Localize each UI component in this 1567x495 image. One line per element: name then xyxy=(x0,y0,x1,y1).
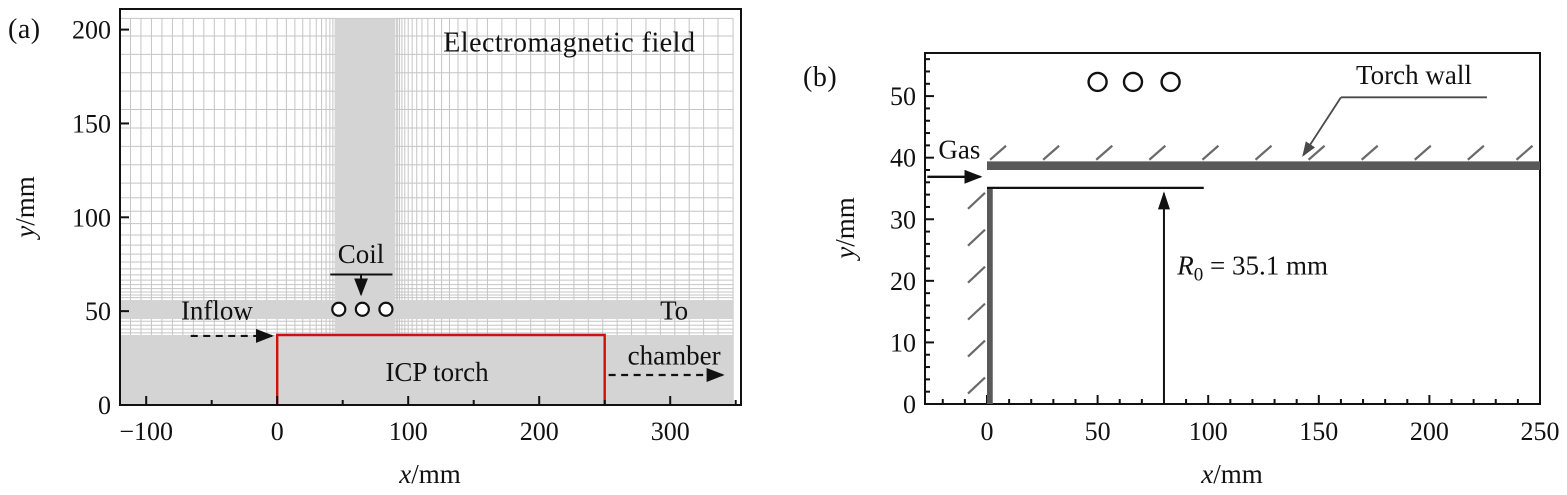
torch-wall-leader-arrow xyxy=(1302,96,1342,157)
label-part: /mm xyxy=(411,459,461,489)
y-tick-label: 50 xyxy=(85,297,111,326)
wall-hatch xyxy=(967,265,986,284)
label-part: 0 xyxy=(1194,264,1204,285)
torch-outline xyxy=(276,333,606,405)
plot-frame xyxy=(119,8,742,406)
coil-circle xyxy=(1160,71,1181,93)
y-tick-label: 10 xyxy=(890,328,916,357)
gas-label: Gas xyxy=(938,135,980,165)
axis-ticks xyxy=(120,28,737,406)
solid-region xyxy=(334,18,396,335)
torch-wall-label: Torch wall xyxy=(1356,60,1472,90)
wall-hatch xyxy=(1201,144,1220,161)
x-tick-label: −100 xyxy=(119,417,173,446)
y-tick-label: 30 xyxy=(890,205,916,234)
y-tick-label: 100 xyxy=(72,203,111,232)
to-label: To xyxy=(660,296,688,326)
wall-hatch xyxy=(1254,144,1273,161)
wall-hatch xyxy=(967,302,986,321)
y-tick-label: 50 xyxy=(890,82,916,111)
panel-tag: (b) xyxy=(803,62,837,93)
label-part: = 35.1 mm xyxy=(1203,250,1328,280)
x-tick-label: 200 xyxy=(1410,417,1449,446)
label-part: y xyxy=(10,226,40,241)
coil-circle xyxy=(1122,71,1144,93)
x-tick-label: 250 xyxy=(1521,417,1560,446)
wall-hatch xyxy=(967,339,986,358)
wall-hatch xyxy=(967,191,986,210)
y-tick-label: 20 xyxy=(890,267,916,296)
r0-label: R0 = 35.1 mm xyxy=(1176,250,1328,285)
x-tick-label: 300 xyxy=(651,417,690,446)
icp-torch-label: ICP torch xyxy=(385,357,489,387)
wall-hatch xyxy=(967,376,986,395)
x-axis-label: x/mm xyxy=(1200,459,1263,489)
x-tick-label: 200 xyxy=(520,417,559,446)
label-part: x xyxy=(1200,459,1213,489)
label-part: /mm xyxy=(10,176,40,226)
wall-hatch xyxy=(1307,144,1326,161)
x-axis-label: x/mm xyxy=(398,459,461,489)
plot-frame xyxy=(924,52,1541,405)
panel-b: 0 50 100 150 200 25001020304050x/mmy/mm(b)R0 … xyxy=(803,52,1560,489)
coil-circle xyxy=(331,301,347,317)
y-axis-label: y/mm xyxy=(830,197,860,262)
axis-ticks xyxy=(925,58,1541,405)
x-tick-label: 0 xyxy=(271,417,284,446)
wall-hatch xyxy=(1360,144,1379,161)
label-part: /mm xyxy=(830,197,860,247)
x-tick-label: 100 xyxy=(389,417,428,446)
solid-region xyxy=(120,334,734,405)
y-tick-label: 40 xyxy=(890,144,916,173)
label-part: /mm xyxy=(1213,459,1263,489)
inlet-wall-bar xyxy=(987,187,993,404)
y-tick-label: 150 xyxy=(72,109,111,138)
wall-hatch xyxy=(1515,144,1534,161)
wall-hatch xyxy=(1095,144,1113,161)
y-tick-label: 200 xyxy=(72,16,111,45)
chamber-label: chamber xyxy=(628,340,721,370)
label-part: y xyxy=(830,247,860,262)
x-tick-label: 100 xyxy=(1189,417,1228,446)
em-field-label: Electromagnetic field xyxy=(443,28,695,59)
y-axis-label: y/mm xyxy=(10,176,40,241)
wall-hatch xyxy=(989,144,1007,161)
panel-tag: (a) xyxy=(8,14,41,45)
wall-hatch xyxy=(967,228,986,247)
coil-circle xyxy=(1087,71,1108,93)
x-tick-label: 150 xyxy=(1299,417,1338,446)
label-part: R xyxy=(1176,250,1194,280)
inflow-label: Inflow xyxy=(181,296,253,326)
coil-label: Coil xyxy=(338,239,385,269)
x-tick-label: 50 xyxy=(1085,417,1111,446)
wall-hatch xyxy=(1467,144,1485,161)
wall-hatch xyxy=(1042,144,1060,161)
coil-circle xyxy=(378,301,394,317)
wall-hatching xyxy=(967,144,1534,395)
coil-circle xyxy=(354,301,370,317)
torch-wall-bar xyxy=(987,161,1540,170)
wall-hatch xyxy=(1148,144,1167,161)
wall-hatch xyxy=(1414,144,1432,161)
y-tick-label: 0 xyxy=(903,390,916,419)
label-part: x xyxy=(398,459,411,489)
x-tick-label: 0 xyxy=(981,417,994,446)
y-tick-label: 0 xyxy=(98,391,111,420)
solid-region xyxy=(120,300,734,320)
